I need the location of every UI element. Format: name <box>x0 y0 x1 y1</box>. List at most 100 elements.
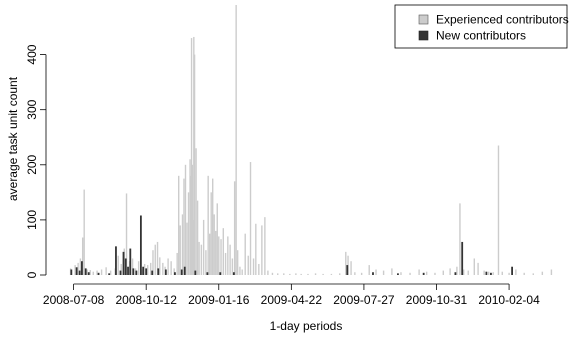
bar-experienced <box>92 271 94 275</box>
bar-new <box>75 267 78 275</box>
bar-experienced <box>322 273 324 275</box>
bar-new <box>135 270 138 275</box>
bar-experienced <box>360 272 363 275</box>
bar-experienced <box>449 268 451 275</box>
x-tick-label: 2009-01-16 <box>188 293 250 307</box>
bar-experienced <box>218 236 220 275</box>
bar-new <box>108 273 111 275</box>
x-tick-label: 2008-10-12 <box>115 293 177 307</box>
bar-new <box>206 272 209 275</box>
bar-new <box>129 248 132 275</box>
bar-experienced <box>483 270 485 275</box>
bar-experienced <box>477 262 479 275</box>
bar-experienced <box>109 270 112 275</box>
bar-experienced <box>227 236 229 275</box>
bar-experienced <box>131 258 134 275</box>
bar-new <box>151 270 154 275</box>
bar-new <box>132 268 135 275</box>
bar-experienced <box>456 266 458 275</box>
bar-new <box>97 272 100 275</box>
bar-experienced <box>497 145 500 275</box>
legend: Experienced contributors New contributor… <box>394 4 569 49</box>
bar-experienced <box>120 263 122 275</box>
bar-experienced <box>193 54 196 276</box>
bar-experienced <box>261 225 263 275</box>
bar-new <box>397 273 399 275</box>
y-tick-label: 200 <box>25 154 39 174</box>
x-tick-label: 2010-02-04 <box>478 293 540 307</box>
bar-experienced <box>283 273 285 275</box>
bar-new <box>122 251 125 275</box>
bar-experienced <box>208 233 211 275</box>
bar-experienced <box>100 269 103 275</box>
bar-experienced <box>189 159 191 275</box>
bar-experienced <box>207 175 209 275</box>
bar-experienced <box>192 219 194 275</box>
bars-layer <box>69 5 553 276</box>
legend-swatch-new <box>418 30 429 41</box>
bar-experienced <box>550 269 553 275</box>
bar-experienced <box>190 38 193 276</box>
legend-box <box>394 4 568 49</box>
x-tick-label: 2009-04-22 <box>261 293 323 307</box>
bar-new <box>232 272 235 275</box>
bar-experienced <box>235 5 237 275</box>
bar-new <box>81 261 83 275</box>
bar-new <box>454 272 457 275</box>
bar-experienced <box>508 272 510 275</box>
bar-experienced <box>170 261 172 275</box>
bar-experienced <box>162 262 164 275</box>
bar-experienced <box>105 267 107 275</box>
bar-new <box>372 272 374 275</box>
bar-experienced <box>236 250 239 275</box>
bar-experienced <box>339 273 341 275</box>
bar-experienced <box>74 265 76 275</box>
bar-experienced <box>222 228 224 275</box>
bar-experienced <box>183 178 185 275</box>
bar-experienced <box>79 258 82 275</box>
bar-experienced <box>190 175 192 275</box>
bar-experienced <box>492 272 494 275</box>
bar-experienced <box>81 237 84 275</box>
y-axis: 0 100 200 300 400 <box>25 44 47 278</box>
bar-experienced <box>264 217 266 275</box>
legend-label-new: New contributors <box>436 29 526 43</box>
bar-experienced <box>239 266 241 275</box>
bar-experienced <box>463 269 465 275</box>
bar-experienced <box>176 252 178 275</box>
bar-experienced <box>523 272 525 275</box>
bar-experienced <box>210 192 212 275</box>
bar-new <box>127 266 129 275</box>
x-tick-label: 2008-07-08 <box>43 293 105 307</box>
bar-experienced <box>191 164 193 275</box>
bar-new <box>219 272 222 275</box>
bar-new <box>485 271 488 275</box>
bar-experienced <box>159 257 161 275</box>
bar-new <box>461 241 464 275</box>
bar-experienced <box>86 269 88 275</box>
bar-experienced <box>150 262 152 275</box>
bar-experienced <box>244 233 246 275</box>
bar-new <box>490 272 492 275</box>
bar-experienced <box>277 273 279 275</box>
bar-experienced <box>220 239 222 275</box>
bar-experienced <box>212 178 214 275</box>
bar-experienced <box>89 270 91 275</box>
bar-experienced <box>196 200 199 275</box>
bar-experienced <box>267 270 269 275</box>
bar-experienced <box>231 258 234 275</box>
bar-experienced <box>501 271 503 275</box>
bar-experienced <box>83 189 85 275</box>
bar-experienced <box>195 148 197 275</box>
bar-experienced <box>271 272 274 275</box>
bar-new <box>145 268 148 275</box>
bar-new <box>139 215 142 275</box>
bar-new <box>115 246 117 275</box>
bar-experienced <box>473 258 475 275</box>
bar-experienced <box>202 219 205 275</box>
bar-experienced <box>96 270 98 275</box>
x-axis-label: 1-day periods <box>270 319 343 333</box>
bar-experienced <box>515 269 517 275</box>
bar-experienced <box>418 269 420 275</box>
bar-experienced <box>152 250 154 275</box>
